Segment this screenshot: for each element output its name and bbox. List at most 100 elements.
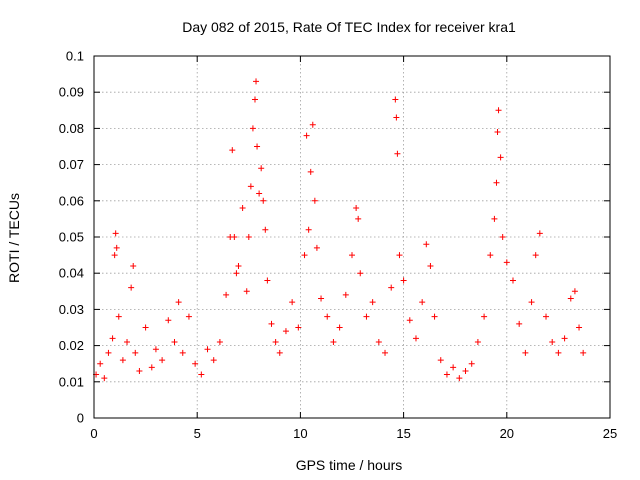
grid-lines	[94, 56, 610, 418]
data-point	[431, 313, 438, 320]
data-point	[192, 360, 199, 367]
data-point	[272, 338, 279, 345]
data-point	[353, 205, 360, 212]
data-point	[355, 215, 362, 222]
axis-ticks	[93, 55, 611, 419]
data-point	[165, 317, 172, 324]
data-point	[101, 375, 108, 382]
data-point	[159, 357, 166, 364]
data-point	[536, 230, 543, 237]
data-point	[309, 121, 316, 128]
data-point	[171, 338, 178, 345]
data-point	[128, 284, 135, 291]
data-point	[388, 284, 395, 291]
data-point	[245, 234, 252, 240]
data-point	[313, 244, 320, 251]
data-point	[499, 234, 506, 240]
data-point	[580, 349, 587, 356]
data-point	[427, 262, 434, 269]
data-point	[342, 291, 349, 298]
data-point	[152, 346, 159, 353]
data-point	[532, 252, 539, 259]
data-point	[268, 320, 275, 327]
data-point	[198, 371, 205, 378]
data-point	[258, 165, 265, 172]
y-tick-label: 0.07	[59, 157, 84, 172]
data-points	[93, 78, 587, 382]
data-point	[393, 114, 400, 121]
data-point	[522, 349, 529, 356]
data-point	[111, 252, 118, 259]
data-point	[571, 288, 578, 295]
data-point	[254, 143, 261, 150]
data-point	[468, 360, 475, 367]
data-point	[543, 313, 550, 320]
data-point	[392, 96, 399, 103]
data-point	[253, 78, 260, 85]
data-point	[462, 367, 469, 374]
data-point	[363, 313, 370, 320]
data-point	[260, 197, 267, 204]
data-point	[210, 357, 217, 364]
data-point	[487, 252, 494, 259]
data-point	[276, 349, 283, 356]
data-point	[419, 299, 426, 306]
data-point	[115, 313, 122, 320]
data-point	[493, 179, 500, 186]
data-point	[423, 241, 430, 248]
data-point	[336, 324, 343, 331]
data-point	[233, 270, 240, 277]
data-point	[282, 328, 289, 335]
data-point	[382, 349, 389, 356]
data-point	[549, 338, 556, 345]
data-point	[400, 277, 407, 284]
x-axis-label: GPS time / hours	[296, 457, 403, 473]
data-point	[247, 183, 254, 190]
data-point	[509, 277, 516, 284]
data-point	[503, 259, 510, 266]
data-point	[303, 132, 310, 139]
data-point	[406, 317, 413, 324]
y-tick-label: 0.09	[59, 85, 84, 100]
data-point	[555, 349, 562, 356]
data-point	[349, 252, 355, 259]
data-point	[175, 299, 182, 306]
data-point	[185, 313, 192, 320]
data-point	[204, 346, 211, 353]
data-point	[216, 338, 223, 345]
data-point	[412, 335, 419, 342]
data-point	[528, 299, 535, 306]
chart-title: Day 082 of 2015, Rate Of TEC Index for r…	[182, 19, 516, 35]
x-tick-label: 5	[194, 426, 201, 441]
data-point	[235, 262, 242, 269]
data-point	[119, 357, 126, 364]
data-point	[142, 324, 149, 331]
data-point	[262, 226, 269, 233]
data-point	[311, 197, 318, 204]
x-tick-label: 20	[500, 426, 514, 441]
data-point	[516, 320, 523, 327]
data-point	[105, 349, 112, 356]
y-axis-label: ROTI / TECUs	[6, 193, 22, 283]
data-point	[97, 360, 104, 367]
data-point	[307, 168, 314, 175]
data-point	[112, 230, 119, 237]
data-point	[481, 313, 488, 320]
y-tick-label: 0	[77, 411, 84, 426]
data-point	[497, 154, 504, 161]
data-point	[289, 299, 296, 306]
data-point	[443, 371, 450, 378]
data-point	[561, 335, 568, 342]
y-tick-label: 0.06	[59, 193, 84, 208]
data-point	[330, 338, 337, 345]
data-point	[437, 357, 444, 364]
data-point	[301, 252, 308, 259]
data-point	[324, 313, 331, 320]
data-point	[251, 96, 258, 103]
data-point	[148, 364, 155, 371]
data-point	[567, 295, 574, 302]
data-point	[375, 338, 382, 345]
data-point	[264, 277, 271, 284]
